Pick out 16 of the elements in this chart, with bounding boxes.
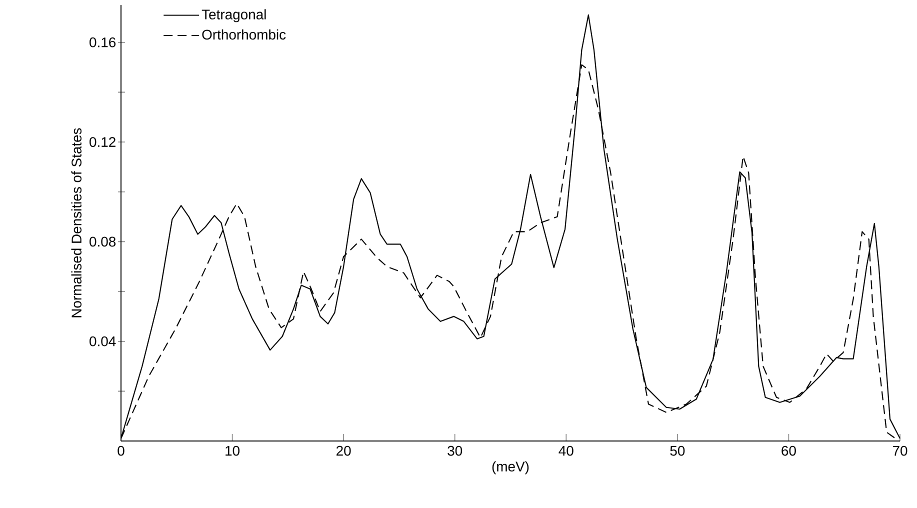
x-tick-label: 10 xyxy=(226,446,240,456)
y-tick-label: 0.12 xyxy=(90,137,116,147)
x-tick-label: 60 xyxy=(782,446,796,456)
x-tick-label: 40 xyxy=(558,446,574,456)
y-tick-label: 0.04 xyxy=(90,336,116,346)
y-tick-label: 0.08 xyxy=(90,236,116,247)
legend-label: Orthorhombic xyxy=(202,29,286,40)
legend-label: Tetragonal xyxy=(202,9,266,22)
x-tick-label: 70 xyxy=(892,446,908,456)
x-tick-label: 0 xyxy=(118,446,124,456)
x-axis-title: (meV) xyxy=(492,461,529,474)
x-tick-label: 30 xyxy=(448,446,462,456)
x-tick-label: 20 xyxy=(336,446,351,456)
y-axis-title: Normalised Densities of States xyxy=(71,128,82,318)
y-tick-label: 0.16 xyxy=(90,37,116,48)
x-tick-label: 50 xyxy=(670,446,685,456)
